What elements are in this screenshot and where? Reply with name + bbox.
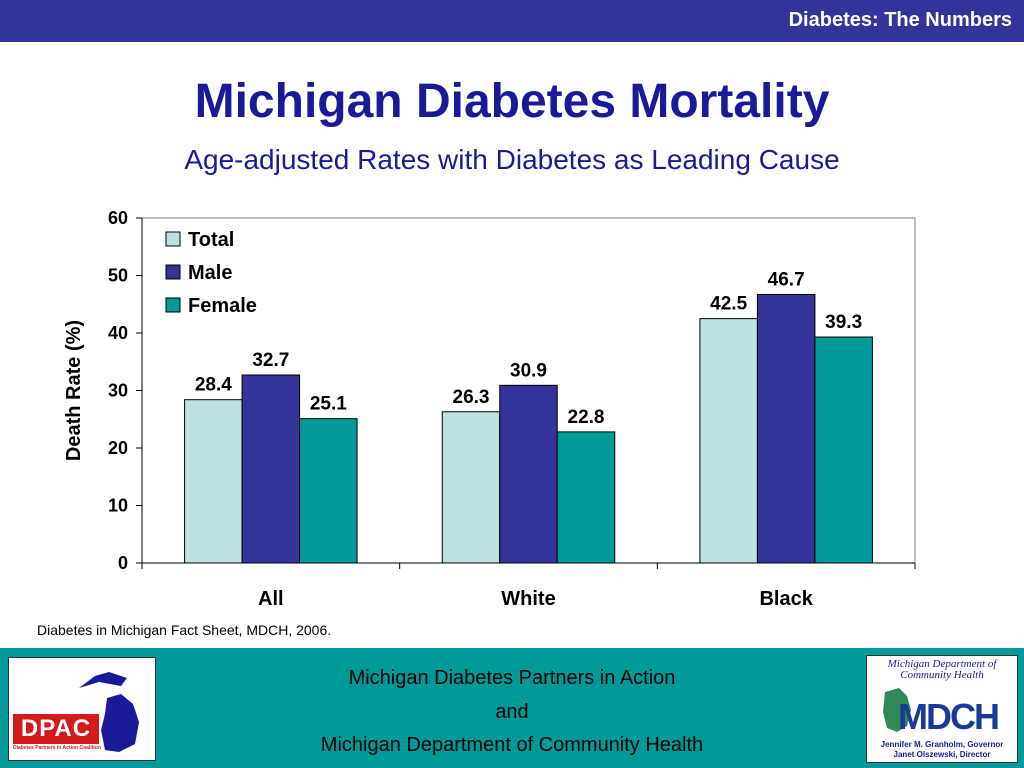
bar-total-all bbox=[184, 399, 243, 564]
mdch-logo-governor: Jennifer M. Granholm, Governor bbox=[880, 740, 1004, 749]
bar-total-black bbox=[699, 318, 758, 564]
x-tick-label: White bbox=[501, 588, 555, 610]
header-bar-text: Diabetes: The Numbers bbox=[788, 9, 1012, 31]
data-label: 42.5 bbox=[710, 294, 747, 315]
y-axis-title: Death Rate (%) bbox=[63, 320, 85, 461]
y-tick-label: 40 bbox=[108, 323, 128, 343]
data-label: 22.8 bbox=[568, 407, 605, 428]
footer-band bbox=[0, 648, 1024, 768]
y-tick-label: 60 bbox=[108, 208, 128, 228]
mdch-logo-heading: Michigan Department of Community Health bbox=[887, 658, 997, 681]
legend-label-total: Total bbox=[188, 229, 234, 251]
bar-chart: 0 10 20 30 40 50 60 Death Rate (%) 28.4 32.7 25.1 A… bbox=[63, 208, 916, 610]
footer-line-1: Michigan Diabetes Partners in Action bbox=[348, 667, 676, 689]
mdch-logo-mark: MDCH bbox=[898, 696, 1000, 737]
data-label: 39.3 bbox=[825, 312, 862, 333]
legend-label-female: Female bbox=[188, 295, 257, 317]
legend-swatch-male bbox=[165, 264, 181, 280]
mdch-logo-director: Janet Olszewski, Director bbox=[893, 750, 991, 759]
header-bar: Diabetes: The Numbers bbox=[0, 0, 1024, 42]
x-tick-label: Black bbox=[759, 588, 813, 610]
legend-swatch-total bbox=[165, 231, 181, 247]
dpac-logo-tagline: Diabetes Partners in Action Coalition bbox=[13, 745, 101, 751]
bar-female-black bbox=[814, 336, 873, 564]
bar-male-white bbox=[499, 384, 558, 564]
bar-male-black bbox=[756, 293, 816, 564]
mdch-logo-footer: Jennifer M. Granholm, Governor Janet Ols… bbox=[867, 740, 1017, 760]
data-label: 26.3 bbox=[453, 387, 490, 408]
y-tick-label: 50 bbox=[108, 266, 128, 286]
legend-swatch-female bbox=[165, 297, 181, 313]
data-label: 28.4 bbox=[195, 375, 232, 396]
bar-total-white bbox=[441, 411, 501, 564]
dpac-logo: DPAC Diabetes Partners in Action Coaliti… bbox=[8, 657, 156, 761]
michigan-map-icon bbox=[79, 672, 139, 752]
data-label: 46.7 bbox=[768, 269, 805, 290]
y-tick-label: 30 bbox=[108, 381, 128, 401]
data-label: 30.9 bbox=[510, 360, 547, 381]
slide-subtitle: Age-adjusted Rates with Diabetes as Lead… bbox=[184, 144, 840, 175]
footer-line-2: and bbox=[495, 701, 529, 723]
y-tick-label: 10 bbox=[108, 496, 128, 516]
footer-line-3: Michigan Department of Community Health bbox=[320, 734, 704, 756]
slide-title: Michigan Diabetes Mortality bbox=[194, 75, 830, 128]
data-label: 32.7 bbox=[252, 350, 289, 371]
legend-label-male: Male bbox=[188, 262, 232, 284]
x-tick-label: All bbox=[258, 588, 284, 610]
y-tick-label: 0 bbox=[118, 553, 128, 573]
bar-female-all bbox=[299, 418, 358, 564]
dpac-logo-text: DPAC bbox=[13, 714, 99, 744]
bar-male-all bbox=[241, 374, 301, 564]
bar-female-white bbox=[556, 431, 616, 564]
mdch-logo: Michigan Department of Community Health … bbox=[866, 655, 1018, 763]
y-tick-label: 20 bbox=[108, 438, 128, 458]
mdch-michigan-icon bbox=[883, 688, 911, 732]
footer-text-block: Michigan Diabetes Partners in Action and… bbox=[160, 648, 864, 768]
data-label: 25.1 bbox=[310, 394, 347, 415]
source-note: Diabetes in Michigan Fact Sheet, MDCH, 2… bbox=[37, 622, 332, 638]
